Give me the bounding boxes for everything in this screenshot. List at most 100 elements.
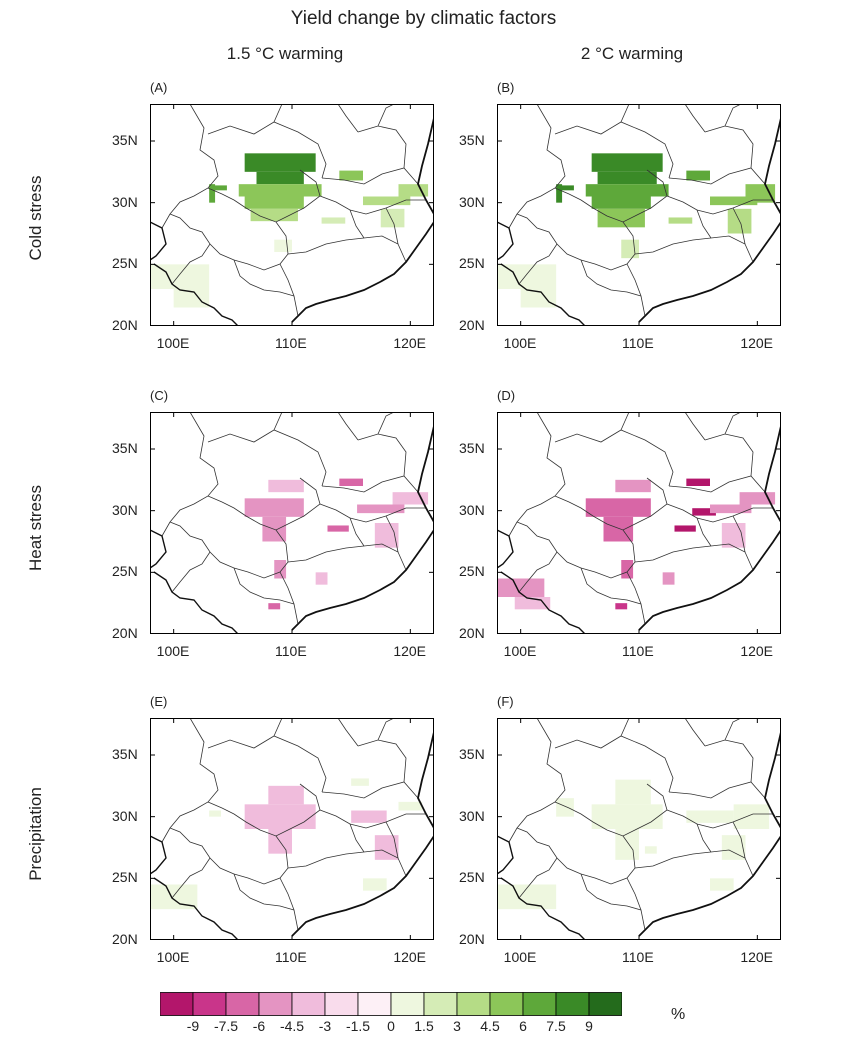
colorbar-tick-label: -7.5 [213,1018,239,1034]
province-boundary [634,849,754,877]
province-boundary [337,412,359,441]
province-boundary [357,125,407,169]
coastline [291,117,434,323]
yield-cell [209,810,221,817]
yield-cell [621,239,639,259]
yield-cell [398,184,429,197]
colorbar-swatch [489,992,524,1016]
province-boundary [668,167,766,185]
province-boundary [337,718,359,747]
lat-tick-label: 30N [112,501,138,518]
province-boundary [626,263,646,317]
province-boundary [319,809,426,829]
colorbar-swatch [159,992,194,1016]
national-border [150,529,239,634]
province-boundary [287,849,407,877]
lon-tick-label: 120E [393,949,427,965]
yield-cell [173,289,210,308]
lat-tick-label: 35N [459,746,485,762]
yield-cell [274,560,287,579]
yield-cell [363,196,411,206]
map-panel [150,718,434,940]
colorbar-unit: % [671,1006,686,1023]
colorbar-tick-label: -1.5 [345,1018,371,1034]
province-boundary [634,543,754,571]
figure-title: Yield change by climatic factors [290,8,557,29]
yield-cell [615,603,628,610]
province-boundary [508,718,566,843]
province-boundary [666,809,773,829]
lon-tick-label: 100E [156,643,190,659]
colorbar-tick-label: 7.5 [546,1018,566,1034]
lat-tick-label: 35N [112,132,138,148]
province-boundary [287,235,407,263]
coastline [291,425,434,631]
coastline [638,117,781,323]
province-boundary [385,821,399,859]
yield-cell [497,578,545,597]
lat-tick-label: 25N [459,869,485,886]
lat-tick-label: 20N [112,317,138,333]
province-boundary [696,517,712,547]
colorbar-tick-label: -9 [186,1018,200,1034]
lat-tick-label: 20N [112,625,138,641]
province-boundary [207,429,327,487]
province-boundary [732,515,746,553]
province-boundary [554,429,674,487]
province-boundary [273,718,283,737]
colorbar-swatch [423,992,458,1016]
lat-tick-label: 20N [112,931,138,947]
lat-tick-label: 30N [112,807,138,824]
yield-cell [597,171,657,185]
lat-tick-label: 20N [459,931,485,947]
yield-cell [556,798,574,817]
province-boundary [357,433,407,477]
province-boundary [666,503,773,523]
colorbar-tick-label: 1.5 [414,1018,434,1034]
yield-cell [591,804,663,829]
province-boundary [161,104,219,229]
province-boundary [169,213,289,271]
province-boundary [620,104,630,123]
province-boundary [321,781,419,799]
yield-cell [668,217,693,224]
yield-cell [644,846,657,854]
province-boundary [319,195,426,215]
lon-tick-label: 100E [156,335,190,351]
province-boundary [684,412,706,441]
map-panel [150,412,434,634]
lon-tick-label: 110E [275,643,307,659]
lon-tick-label: 120E [740,949,774,965]
yield-cell [321,217,346,224]
province-boundary [518,551,558,593]
province-boundary [349,209,365,239]
yield-cell [209,184,216,203]
lat-tick-label: 30N [112,193,138,210]
yield-cell [674,525,696,532]
row-title-cold-stress: Cold stress [26,175,45,261]
panel-label: (F) [497,694,514,709]
colorbar-tick-label: -4.5 [279,1018,305,1034]
province-boundary [273,412,283,431]
province-boundary [704,125,754,169]
province-boundary [554,735,674,793]
yield-cell [244,498,304,517]
yield-cell [621,560,634,579]
colorbar-swatch [522,992,557,1016]
lat-tick-label: 25N [112,869,138,886]
panel-label: (D) [497,388,516,403]
yield-cell [710,504,752,514]
national-border [497,529,586,634]
lat-tick-label: 25N [112,563,138,580]
yield-cell [351,810,387,823]
yield-cell [244,804,316,829]
province-boundary [620,718,630,737]
province-boundary [684,718,706,747]
national-border [150,835,239,940]
yield-cell [256,171,304,185]
province-boundary [349,517,365,547]
yield-cell [363,878,387,891]
province-boundary [666,195,773,215]
province-boundary [207,735,327,793]
province-boundary [668,475,766,493]
